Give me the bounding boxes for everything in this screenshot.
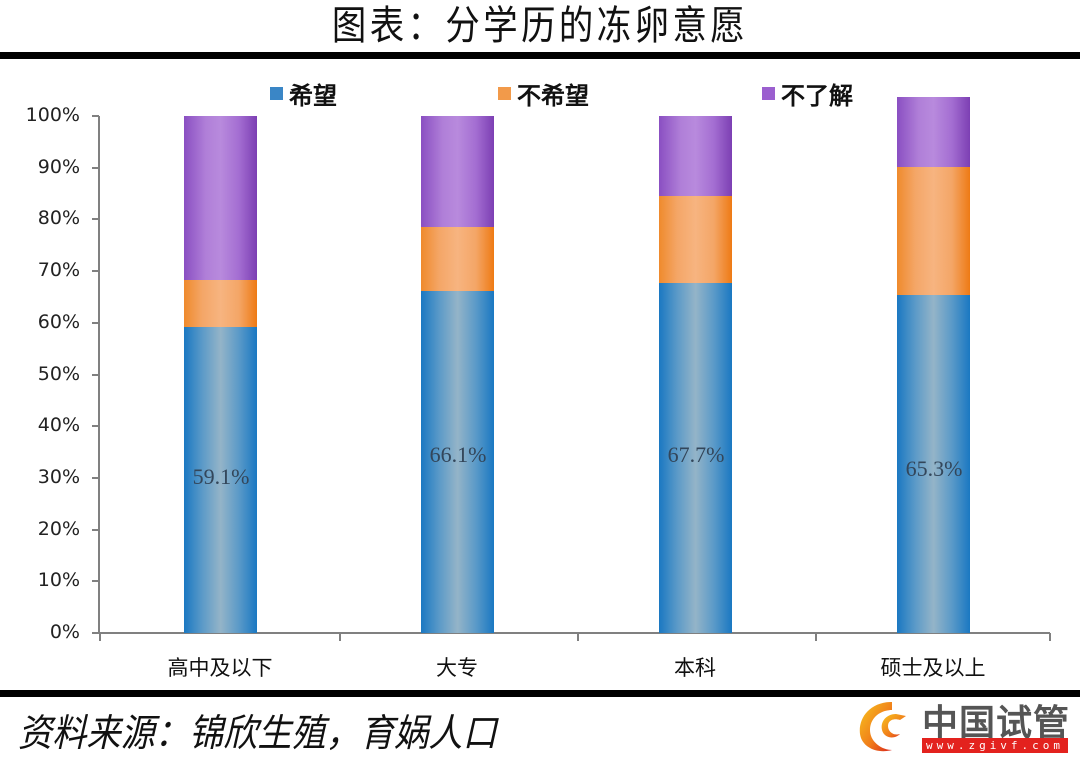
y-tick-label: 60% — [37, 310, 80, 333]
bar-segment-hope — [421, 291, 494, 633]
x-tick-mark — [577, 633, 579, 641]
y-tick-label: 70% — [37, 259, 80, 282]
y-tick-label: 0% — [49, 621, 80, 643]
y-axis — [98, 116, 100, 634]
bar-segment-hope — [659, 282, 732, 633]
y-tick-mark — [92, 218, 99, 221]
logo-url: www.zgivf.com — [922, 738, 1068, 753]
logo-name: 中国试管 — [922, 702, 1071, 744]
x-tick-mark — [99, 633, 101, 641]
y-tick-mark — [92, 425, 99, 428]
y-tick-label: 80% — [37, 207, 80, 230]
legend-item: 希望 — [270, 78, 337, 110]
bar-segment-not-hope — [897, 167, 970, 296]
bar-segment-unknown — [184, 116, 257, 280]
legend-swatch-icon — [762, 86, 775, 100]
x-category-label: 大专 — [436, 656, 478, 680]
y-tick-mark — [92, 580, 99, 583]
bar-value-label: 59.1% — [192, 463, 250, 489]
y-tick-label: 40% — [37, 414, 80, 437]
y-tick-label: 100% — [25, 104, 80, 126]
bar-value-label: 66.1% — [429, 441, 487, 467]
y-tick-label: 90% — [37, 155, 80, 178]
y-tick-mark — [92, 632, 99, 634]
legend-label: 不了解 — [781, 81, 853, 110]
x-axis — [98, 632, 1050, 634]
logo: 中国试管 www.zgivf.com — [852, 696, 1074, 756]
legend-swatch-icon — [270, 86, 283, 100]
bar-value-label: 67.7% — [667, 441, 725, 467]
legend-swatch-icon — [498, 86, 511, 100]
x-tick-mark — [815, 633, 817, 641]
x-category-label: 硕士及以上 — [880, 656, 986, 680]
y-tick-mark — [92, 115, 99, 117]
bar-segment-not-hope — [421, 227, 494, 292]
x-tick-mark — [339, 633, 341, 641]
legend-item: 不了解 — [762, 78, 853, 110]
bottom-divider — [0, 690, 1080, 697]
y-tick-mark — [92, 476, 99, 479]
phoenix-logo-icon — [859, 702, 906, 752]
y-tick-mark — [92, 270, 99, 273]
y-tick-label: 10% — [37, 569, 80, 592]
chart-title: 图表：分学历的冻卵意愿 — [331, 3, 749, 49]
bar-segment-not-hope — [659, 196, 732, 283]
y-tick-mark — [92, 321, 99, 324]
y-tick-mark — [92, 528, 99, 531]
bar-segment-not-hope — [184, 279, 257, 328]
x-category-label: 高中及以下 — [167, 656, 273, 680]
bar-segment-unknown — [421, 116, 494, 228]
y-tick-label: 50% — [37, 362, 80, 385]
legend-label: 不希望 — [517, 81, 589, 110]
x-category-label: 本科 — [674, 656, 716, 680]
bar-segment-unknown — [897, 97, 970, 168]
y-tick-mark — [92, 373, 99, 376]
y-tick-mark — [92, 166, 99, 169]
bar-value-label: 65.3% — [905, 455, 963, 481]
bar-segment-hope — [184, 327, 257, 633]
bar-segment-unknown — [659, 116, 732, 197]
y-tick-label: 30% — [37, 465, 80, 488]
y-tick-label: 20% — [37, 517, 80, 540]
bar-segment-hope — [897, 295, 970, 633]
legend-label: 希望 — [289, 81, 337, 110]
legend-item: 不希望 — [498, 78, 589, 110]
source-note: 资料来源：锦欣生殖，育娲人口 — [18, 711, 497, 755]
x-tick-mark — [1049, 633, 1051, 641]
top-divider — [0, 52, 1080, 59]
